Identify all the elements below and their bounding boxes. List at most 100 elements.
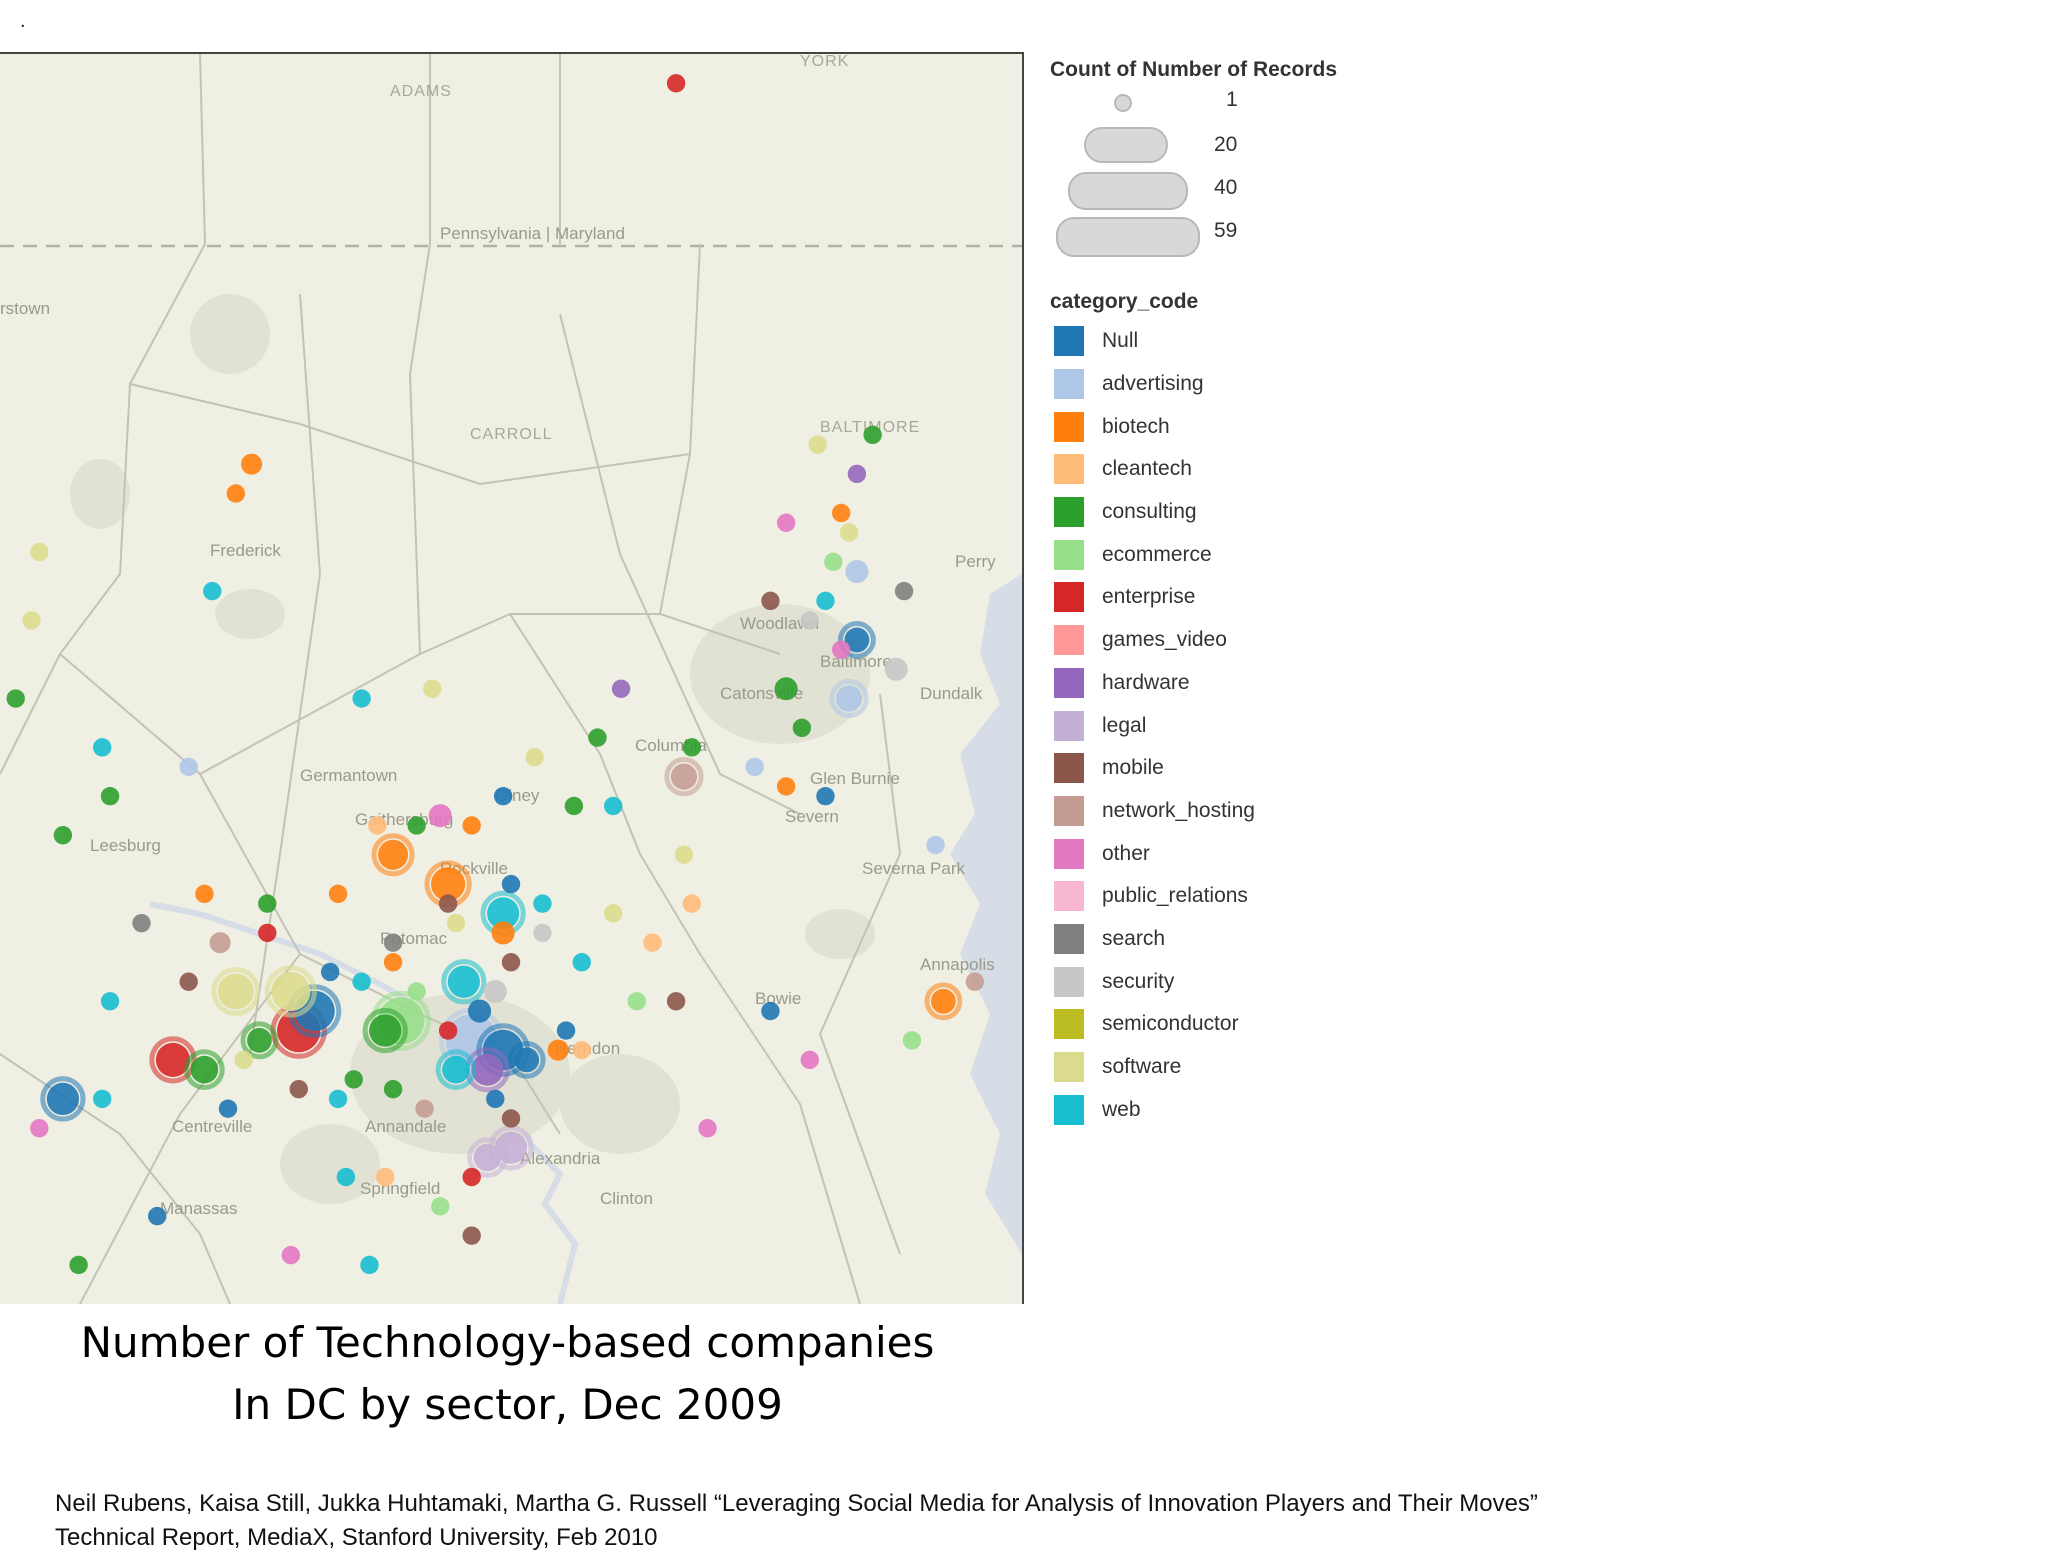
- data-point-consulting[interactable]: [100, 786, 120, 806]
- data-point-consulting[interactable]: [407, 816, 426, 835]
- data-point-search[interactable]: [383, 933, 403, 952]
- data-point-consulting[interactable]: [564, 796, 584, 816]
- data-point-biotech[interactable]: [328, 884, 348, 904]
- data-point-security[interactable]: [483, 979, 507, 1004]
- data-point-network-hosting[interactable]: [670, 763, 698, 790]
- data-point-consulting[interactable]: [247, 1027, 272, 1053]
- data-point-other[interactable]: [698, 1119, 717, 1138]
- data-point-software[interactable]: [446, 913, 466, 933]
- data-point-web[interactable]: [352, 972, 371, 991]
- data-point-null[interactable]: [844, 627, 870, 653]
- data-point-web[interactable]: [93, 1089, 112, 1109]
- data-point-software[interactable]: [604, 904, 623, 923]
- data-point-other[interactable]: [30, 1119, 49, 1138]
- data-point-security[interactable]: [533, 923, 552, 943]
- data-point-null[interactable]: [148, 1206, 167, 1226]
- data-point-ecommerce[interactable]: [627, 992, 646, 1011]
- data-point-software[interactable]: [423, 679, 442, 698]
- data-point-hardware[interactable]: [611, 679, 631, 698]
- data-point-software[interactable]: [217, 973, 254, 1010]
- data-point-software[interactable]: [839, 523, 859, 542]
- data-point-mobile[interactable]: [501, 953, 521, 972]
- data-point-consulting[interactable]: [774, 677, 798, 701]
- data-point-advertising[interactable]: [845, 560, 869, 584]
- data-point-biotech[interactable]: [378, 839, 409, 870]
- data-point-advertising[interactable]: [835, 685, 863, 712]
- data-point-ecommerce[interactable]: [407, 982, 426, 1001]
- data-point-null[interactable]: [468, 999, 492, 1023]
- data-point-null[interactable]: [46, 1082, 80, 1116]
- data-point-consulting[interactable]: [682, 738, 702, 757]
- data-point-search[interactable]: [894, 581, 914, 601]
- data-point-advertising[interactable]: [179, 757, 198, 777]
- data-point-security[interactable]: [800, 611, 819, 630]
- data-point-biotech[interactable]: [241, 453, 263, 475]
- data-point-ecommerce[interactable]: [824, 552, 843, 572]
- data-point-null[interactable]: [556, 1021, 576, 1040]
- data-point-null[interactable]: [493, 786, 513, 806]
- data-point-network-hosting[interactable]: [415, 1099, 434, 1118]
- data-point-hardware[interactable]: [847, 464, 867, 484]
- data-point-other[interactable]: [428, 804, 452, 828]
- data-point-network-hosting[interactable]: [209, 932, 231, 954]
- data-point-software[interactable]: [30, 542, 49, 562]
- data-point-web[interactable]: [487, 897, 520, 930]
- data-point-consulting[interactable]: [863, 425, 882, 445]
- data-point-cleantech[interactable]: [643, 933, 662, 952]
- data-point-enterprise[interactable]: [155, 1042, 191, 1077]
- data-point-ecommerce[interactable]: [431, 1197, 450, 1216]
- data-point-consulting[interactable]: [69, 1255, 88, 1275]
- data-point-mobile[interactable]: [289, 1079, 308, 1099]
- data-point-cleantech[interactable]: [572, 1040, 591, 1060]
- data-point-biotech[interactable]: [831, 503, 851, 523]
- data-point-software[interactable]: [22, 611, 41, 630]
- data-point-consulting[interactable]: [6, 689, 25, 708]
- data-point-mobile[interactable]: [438, 894, 458, 913]
- data-point-null[interactable]: [320, 962, 340, 982]
- data-point-search[interactable]: [132, 913, 151, 933]
- data-point-web[interactable]: [93, 738, 112, 757]
- data-point-advertising[interactable]: [745, 757, 764, 777]
- data-point-advertising[interactable]: [926, 835, 945, 855]
- data-point-ecommerce[interactable]: [902, 1031, 922, 1050]
- data-point-mobile[interactable]: [761, 591, 780, 611]
- data-point-biotech[interactable]: [776, 777, 796, 796]
- data-point-consulting[interactable]: [588, 728, 607, 747]
- data-point-web[interactable]: [604, 796, 623, 816]
- data-point-hardware[interactable]: [471, 1053, 504, 1086]
- data-point-biotech[interactable]: [491, 921, 515, 945]
- data-point-web[interactable]: [447, 965, 480, 998]
- data-point-cleantech[interactable]: [368, 816, 387, 835]
- data-point-enterprise[interactable]: [438, 1021, 458, 1040]
- data-point-web[interactable]: [328, 1089, 348, 1109]
- data-point-security[interactable]: [884, 657, 908, 681]
- data-point-software[interactable]: [234, 1050, 253, 1070]
- data-point-other[interactable]: [800, 1050, 819, 1070]
- data-point-mobile[interactable]: [501, 1109, 521, 1128]
- data-point-biotech[interactable]: [226, 484, 246, 503]
- data-point-consulting[interactable]: [53, 826, 73, 845]
- data-point-null[interactable]: [761, 1001, 780, 1021]
- data-point-mobile[interactable]: [179, 972, 198, 991]
- data-point-null[interactable]: [218, 1099, 238, 1118]
- data-point-web[interactable]: [336, 1167, 356, 1187]
- data-point-web[interactable]: [352, 689, 371, 708]
- data-point-web[interactable]: [442, 1055, 470, 1084]
- data-point-biotech[interactable]: [383, 953, 403, 972]
- data-point-software[interactable]: [808, 435, 827, 454]
- data-point-software[interactable]: [525, 747, 544, 767]
- data-point-enterprise[interactable]: [258, 923, 277, 943]
- map[interactable]: ADAMS YORK Pennsylvania | Maryland rstown CA…: [0, 54, 1022, 1304]
- data-point-legal[interactable]: [473, 1143, 502, 1172]
- data-point-consulting[interactable]: [344, 1070, 363, 1089]
- data-point-web[interactable]: [816, 591, 835, 611]
- data-point-biotech[interactable]: [462, 816, 481, 835]
- data-point-consulting[interactable]: [258, 894, 277, 913]
- data-point-null[interactable]: [486, 1089, 505, 1109]
- data-point-biotech[interactable]: [431, 866, 466, 902]
- data-point-consulting[interactable]: [792, 718, 812, 738]
- data-point-null[interactable]: [501, 874, 521, 894]
- data-point-null[interactable]: [816, 786, 835, 806]
- data-point-other[interactable]: [281, 1245, 301, 1265]
- data-point-network-hosting[interactable]: [965, 972, 985, 991]
